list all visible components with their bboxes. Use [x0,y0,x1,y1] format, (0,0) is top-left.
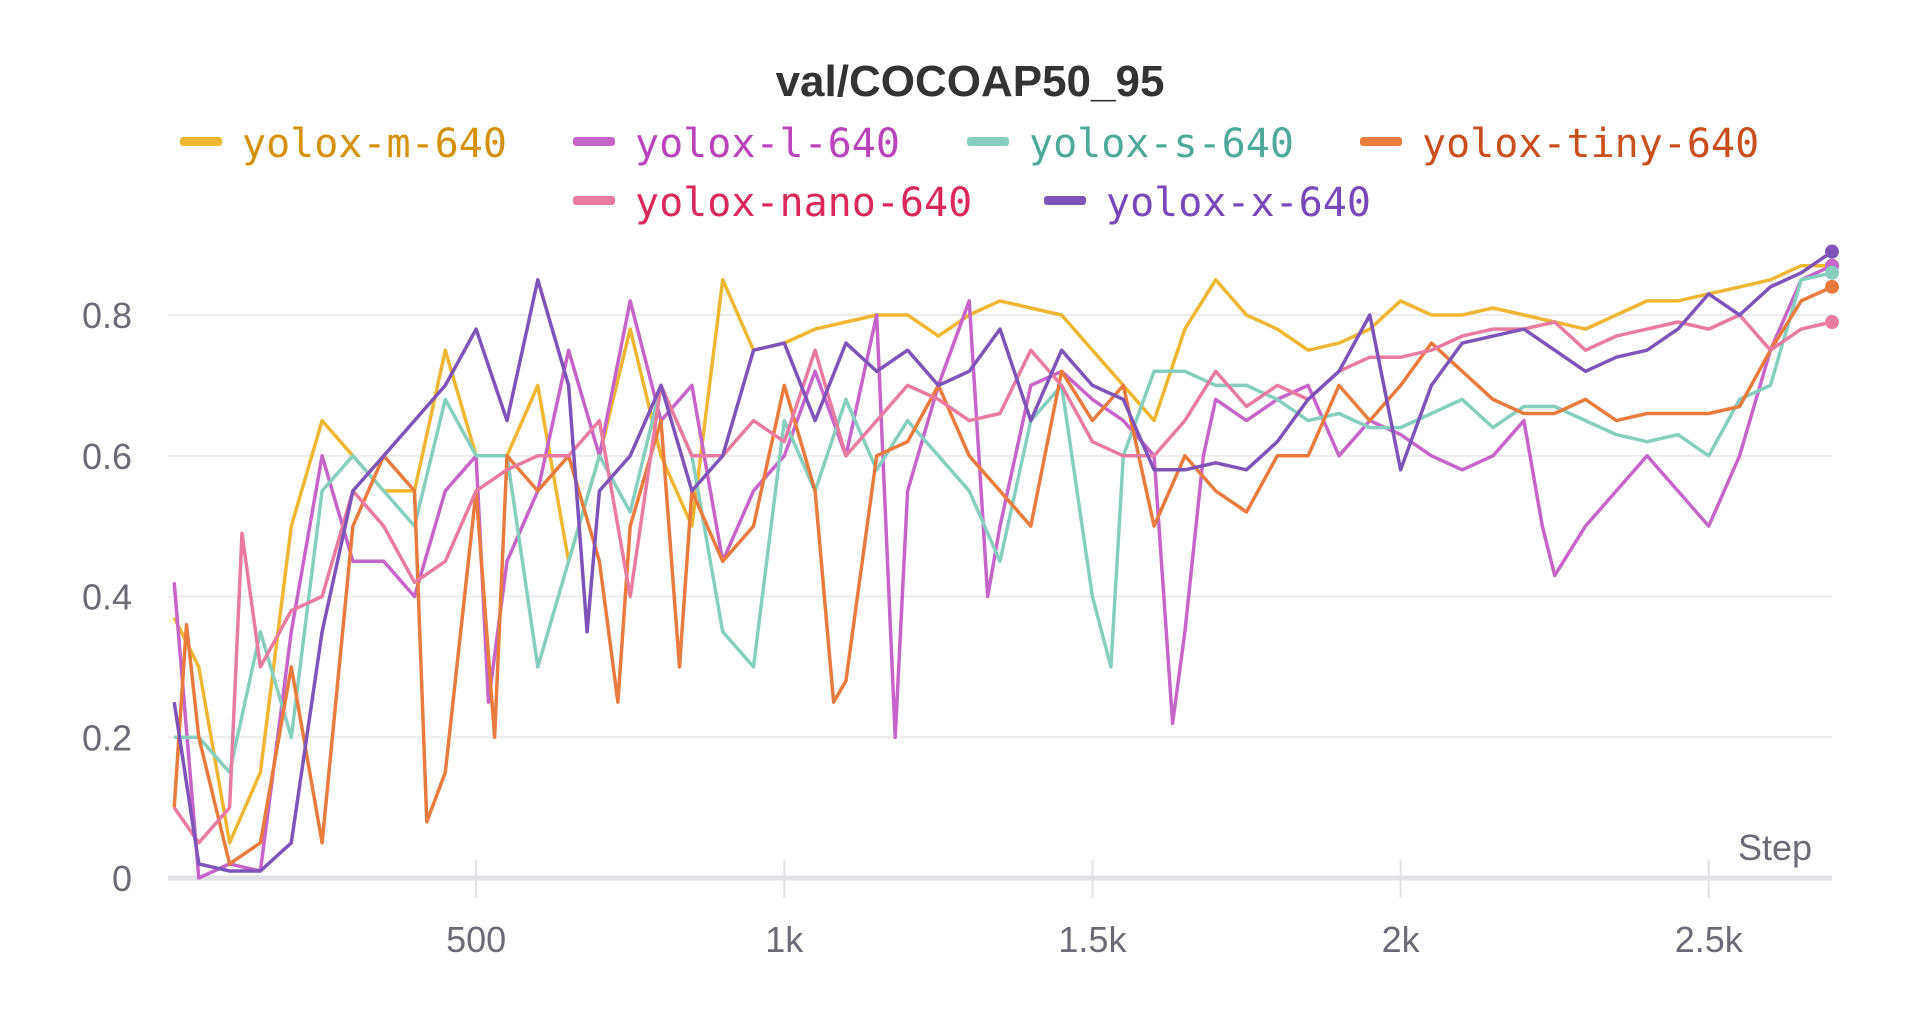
y-tick-label: 0.8 [82,295,132,336]
series-line-yolox-x-640 [172,250,1833,873]
legend-item[interactable]: yolox-l-640 [573,121,900,167]
x-tick-label: 500 [446,919,506,960]
legend: yolox-m-640 yolox-l-640 yolox-s-640 yolox-t… [180,121,1759,226]
legend-item[interactable]: yolox-x-640 [1044,180,1371,226]
series-line-yolox-l-640 [172,264,1833,880]
series-end-point-yolox-tiny-640 [1825,279,1839,294]
legend-label: yolox-nano-640 [635,180,972,226]
x-tick-label: 2k [1382,919,1421,960]
axes: 0 0.2 0.4 0.6 0.8 500 1k 1.5k 2k 2.5k [82,295,1832,960]
series-end-point-yolox-nano-640 [1825,315,1839,330]
legend-item[interactable]: yolox-m-640 [180,121,507,167]
legend-swatch [573,137,615,146]
x-tick-label: 2.5k [1675,919,1744,960]
grid [168,314,1832,739]
y-tick-label: 0.2 [82,717,132,758]
y-tick-label: 0.4 [82,577,132,618]
legend-swatch [1360,137,1402,146]
series-line-yolox-nano-640 [172,313,1833,845]
legend-swatch [1044,196,1086,205]
legend-item[interactable]: yolox-nano-640 [573,180,972,226]
chart-title: val/COCOAP50_95 [776,57,1165,106]
x-axis-label: Step [1738,827,1812,868]
legend-swatch [573,196,615,205]
y-tick-label: 0 [112,858,132,899]
series-end-point-yolox-s-640 [1825,265,1839,280]
series-lines [172,244,1839,880]
legend-swatch [180,137,222,146]
legend-label: yolox-tiny-640 [1422,121,1759,167]
legend-label: yolox-s-640 [1029,121,1294,167]
series-line-yolox-s-640 [174,271,1833,775]
x-tick-label: 1k [765,919,804,960]
legend-item[interactable]: yolox-s-640 [967,121,1294,167]
legend-label: yolox-x-640 [1106,180,1371,226]
x-tick-label: 1.5k [1058,919,1127,960]
legend-item[interactable]: yolox-tiny-640 [1360,121,1759,167]
series-end-point-yolox-x-640 [1825,244,1839,259]
legend-label: yolox-l-640 [635,121,900,167]
legend-swatch [967,137,1009,146]
series-line-yolox-tiny-640 [172,285,1833,866]
legend-label: yolox-m-640 [242,121,507,167]
y-tick-label: 0.6 [82,436,132,477]
